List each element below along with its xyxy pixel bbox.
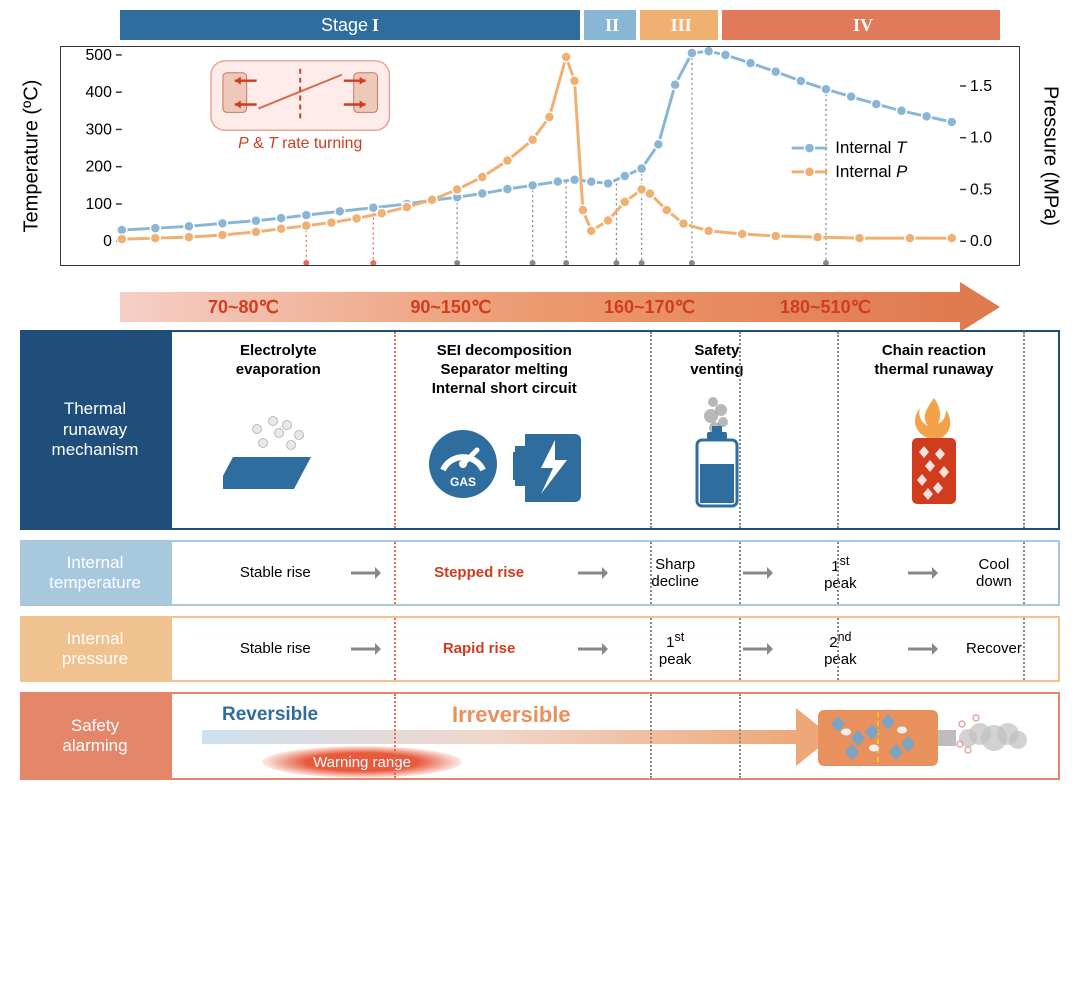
vertical-guide xyxy=(650,332,652,528)
svg-text:P & T rate turning: P & T rate turning xyxy=(238,135,362,152)
flow-step: Stable rise xyxy=(202,640,349,657)
svg-text:300: 300 xyxy=(85,121,112,138)
temperature-band-label: 180~510℃ xyxy=(780,297,871,318)
dual-axis-chart: 0 100 200 300 400 500 0.0 0.5 1.0 1.5 P & T rate t… xyxy=(60,46,1020,266)
temperature-band-label: 160~170℃ xyxy=(604,297,695,318)
flow-arrow-icon xyxy=(741,640,775,658)
temperature-band-label: 70~80℃ xyxy=(208,297,279,318)
gas_short-icon: GAS xyxy=(419,398,589,528)
svg-text:Internal P: Internal P xyxy=(835,162,908,181)
vertical-guide xyxy=(837,332,839,528)
mechanism-title: SEI decompositionSeparator meltingIntern… xyxy=(432,342,577,398)
figure-root: StageIIIIIIIV Temperature (ºC) Pressure … xyxy=(0,0,1080,800)
vertical-guide xyxy=(739,542,741,604)
mechanism-column: Electrolyteevaporation xyxy=(172,332,385,528)
evap-icon xyxy=(223,380,333,529)
pressure-row: Internalpressure Stable rise Rapid rise 1s… xyxy=(20,616,1060,682)
alarm-gradient-bar xyxy=(202,730,798,744)
vertical-guide xyxy=(650,618,652,680)
vertical-guide xyxy=(739,694,741,778)
flow-arrow-icon xyxy=(576,640,610,658)
warning-range-text: Warning range xyxy=(313,754,411,771)
mechanism-title: Safetyventing xyxy=(690,342,743,380)
flow-step: Sharpdecline xyxy=(610,556,741,591)
flow-arrow-icon xyxy=(741,564,775,582)
vertical-guide xyxy=(394,694,396,778)
alarm-cell-icon xyxy=(818,704,1038,772)
pressure-row-body: Stable rise Rapid rise 1stpeak 2ndpeak Recov… xyxy=(170,616,1060,682)
svg-text:0: 0 xyxy=(103,233,112,250)
svg-text:0.0: 0.0 xyxy=(970,233,992,250)
pressure-row-label: Internalpressure xyxy=(20,616,170,682)
warning-range-ellipse: Warning range xyxy=(262,746,462,778)
stage-segment: IV xyxy=(722,10,1000,40)
vertical-guide xyxy=(837,618,839,680)
y-axis-left-label: Temperature (ºC) xyxy=(21,80,44,233)
alarm-row: Safetyalarming Reversible Irreversible W… xyxy=(20,692,1060,780)
reversible-label: Reversible xyxy=(222,704,318,726)
fire-icon xyxy=(894,380,974,529)
vertical-guide xyxy=(1023,542,1025,604)
vertical-guide xyxy=(1023,332,1025,528)
temperature-band-arrow: 70~80℃ 90~150℃ 160~170℃ 180~510℃ xyxy=(120,292,1000,322)
temperature-row-label: Internaltemperature xyxy=(20,540,170,606)
flow-step: 2ndpeak xyxy=(775,630,906,669)
flow-step: Stable rise xyxy=(202,564,349,581)
stage-segment: StageI xyxy=(120,10,580,40)
mechanism-row-body: Electrolyteevaporation SEI decompositionS… xyxy=(170,330,1060,530)
flow-step: Rapid rise xyxy=(383,640,576,657)
flow-step: Stepped rise xyxy=(383,564,576,581)
flow-arrow-icon xyxy=(349,564,383,582)
mechanism-row-label: Thermal runaway mechanism xyxy=(20,330,170,530)
rows-container: Thermal runaway mechanism Electrolyteeva… xyxy=(20,330,1060,780)
vertical-guide xyxy=(650,694,652,778)
svg-text:400: 400 xyxy=(85,84,112,101)
temperature-row-body: Stable rise Stepped rise Sharpdecline 1stpe… xyxy=(170,540,1060,606)
stage-segment: III xyxy=(640,10,718,40)
flow-arrow-icon xyxy=(349,640,383,658)
svg-text:1.5: 1.5 xyxy=(970,78,992,95)
vertical-guide xyxy=(650,542,652,604)
vent-icon xyxy=(677,380,757,529)
vertical-guide xyxy=(394,542,396,604)
vertical-guide xyxy=(739,332,741,528)
flow-arrow-icon xyxy=(576,564,610,582)
mechanism-title: Chain reactionthermal runaway xyxy=(874,342,993,380)
svg-text:200: 200 xyxy=(85,159,112,176)
vertical-guide xyxy=(394,332,396,528)
svg-text:GAS: GAS xyxy=(450,475,476,489)
flow-step: Cooldown xyxy=(940,556,1048,591)
flow-arrow-icon xyxy=(906,640,940,658)
mechanism-column: Chain reactionthermal runaway xyxy=(810,332,1058,528)
vertical-guide xyxy=(394,618,396,680)
flow-step: 1stpeak xyxy=(775,554,906,593)
vertical-guide xyxy=(739,618,741,680)
svg-text:0.5: 0.5 xyxy=(970,181,992,198)
temperature-band-label: 90~150℃ xyxy=(410,297,491,318)
vertical-guide xyxy=(1023,618,1025,680)
temperature-row: Internaltemperature Stable rise Stepped r… xyxy=(20,540,1060,606)
svg-text:500: 500 xyxy=(85,47,112,64)
irreversible-label: Irreversible xyxy=(452,702,571,728)
svg-text:100: 100 xyxy=(85,196,112,213)
svg-text:Internal T: Internal T xyxy=(835,138,908,157)
stage-segment: II xyxy=(584,10,636,40)
alarm-row-body: Reversible Irreversible Warning range xyxy=(170,692,1060,780)
chart-zone: Temperature (ºC) Pressure (MPa) 01002003… xyxy=(60,46,1030,266)
alarm-row-label: Safetyalarming xyxy=(20,692,170,780)
flow-arrow-icon xyxy=(906,564,940,582)
y-axis-right-label: Pressure (MPa) xyxy=(1039,86,1062,226)
mechanism-row: Thermal runaway mechanism Electrolyteeva… xyxy=(20,330,1060,530)
stage-bar: StageIIIIIIIV xyxy=(120,10,1000,40)
mechanism-title: Electrolyteevaporation xyxy=(236,342,321,380)
mechanism-column: SEI decompositionSeparator meltingIntern… xyxy=(385,332,624,528)
flow-step: 1stpeak xyxy=(610,630,741,669)
vertical-guide xyxy=(837,542,839,604)
gradient-arrow-head xyxy=(960,282,1000,332)
flow-step: Recover xyxy=(940,640,1048,657)
svg-text:1.0: 1.0 xyxy=(970,130,992,147)
